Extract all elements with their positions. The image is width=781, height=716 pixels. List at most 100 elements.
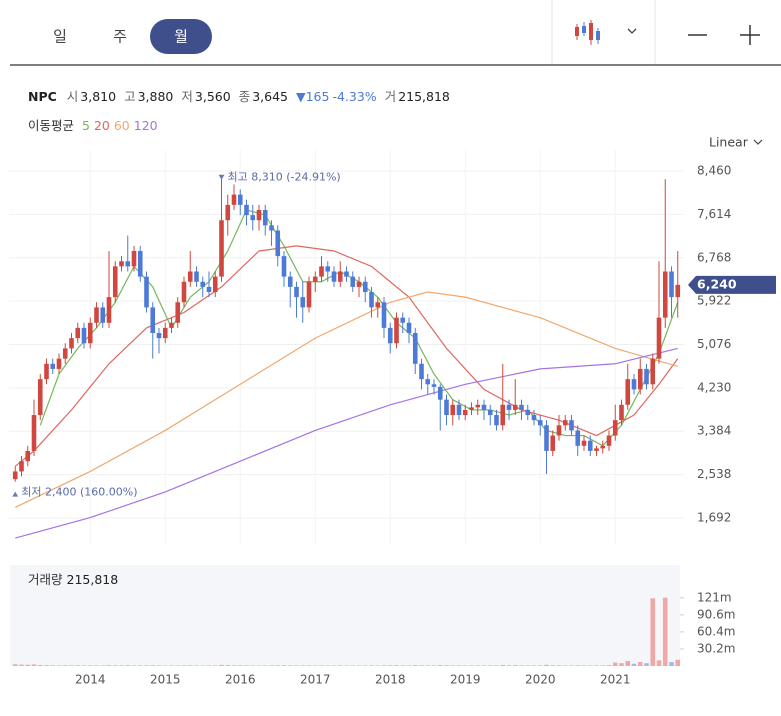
volume-bar [94,665,99,666]
ma-title: 이동평균 [28,118,74,133]
quote-volume: 215,818 [398,89,450,104]
volume-bar [56,665,62,666]
quote-pct: -4.33% [332,89,376,104]
volume-bar [362,665,368,666]
quote-label: 종 [239,89,251,104]
volume-bar [562,665,568,666]
candle-body [487,409,493,416]
volume-bar [306,665,312,666]
scale-mode[interactable]: Linear [709,135,749,150]
volume-bar [319,665,324,666]
candle-body [150,307,156,334]
volume-bar [494,665,499,666]
candle-body [319,266,324,277]
candle-body [250,215,256,221]
volume-bar [181,665,187,666]
volume-bar [400,665,406,666]
x-tick-label: 2020 [525,673,556,687]
candle-body [406,322,412,334]
candle-body [450,404,456,416]
volume-bar [569,665,574,666]
volume-bar [269,665,274,666]
candle-body [562,420,568,426]
volume-bar [500,664,506,666]
candle-body [612,420,618,436]
volume-bar [519,665,524,666]
toolbar: 일 주 월 [10,0,781,66]
volume-bar [19,664,24,666]
volume-bar [625,660,631,666]
tab-selected-bg[interactable] [150,19,212,54]
volume-bar [444,665,449,666]
volume-bar [75,665,81,666]
volume-bar [369,665,374,666]
quote-label: 시 [67,89,79,104]
volume-bar [600,665,606,666]
y-tick-label: 4,230 [697,380,731,394]
volume-bar [287,665,293,666]
candle-body [69,338,74,349]
volume-bar [387,665,393,666]
candle-body [350,276,356,287]
volume-bar [12,664,18,666]
candle-body [606,435,612,446]
volume-bar [244,665,249,666]
volume-bar [175,665,181,666]
volume-bar [381,665,387,666]
volume-bar [550,665,556,666]
volume-bar [619,663,624,666]
tab-day[interactable]: 일 [53,28,67,46]
scale-chevron[interactable] [753,139,763,145]
candle-body [669,271,674,298]
volume-bar [69,665,74,666]
candle-body [25,450,31,462]
candle-body [181,281,187,303]
volume-bar [131,665,137,666]
volume-bar [612,662,618,666]
zoom-in[interactable] [740,25,760,45]
volume-bar [556,665,562,666]
volume-bar [669,662,674,666]
candle-body [400,317,406,323]
y-tick-label: 2,538 [697,467,731,481]
tab-week[interactable]: 주 [113,28,127,46]
candle-body [50,363,56,369]
candle-body [256,209,262,221]
candle-body [106,297,112,323]
y-tick-label: 6,768 [697,250,731,264]
candle-body [269,225,274,231]
volume-bar [637,662,643,666]
candle-body [306,281,312,308]
y-tick-label: 1,692 [697,510,731,524]
y-tick-label: 5,076 [697,337,731,351]
volume-bar [581,665,587,666]
candle-body [200,281,206,287]
candle-body [519,404,524,410]
volume-bar [206,665,212,666]
volume-bar [231,665,237,666]
candle-body [569,420,574,431]
candle-body [544,425,549,451]
volume-bar [281,665,287,666]
volume-panel [10,565,680,666]
candle-body [619,404,624,421]
candle-body [87,322,93,344]
volume-bar [425,665,431,666]
x-tick-label: 2018 [375,673,406,687]
candle-body [312,276,318,282]
chart-type-icon[interactable] [575,20,600,45]
ma-legend-entry: 120 [134,118,158,133]
candle-body [437,386,443,400]
volume-bar [631,663,637,666]
x-tick-label: 2021 [600,673,631,687]
volume-bar [119,665,124,666]
ma-line [14,245,679,467]
ma-legend-entry: 60 [114,118,130,133]
volume-bar [225,665,231,666]
tab-month[interactable]: 월 [174,28,188,46]
dropdown-chevron[interactable] [627,28,637,34]
volume-bar [44,665,49,666]
x-tick-label: 2016 [225,673,256,687]
quote-label: 고 [124,89,136,104]
volume-bar [450,665,456,666]
